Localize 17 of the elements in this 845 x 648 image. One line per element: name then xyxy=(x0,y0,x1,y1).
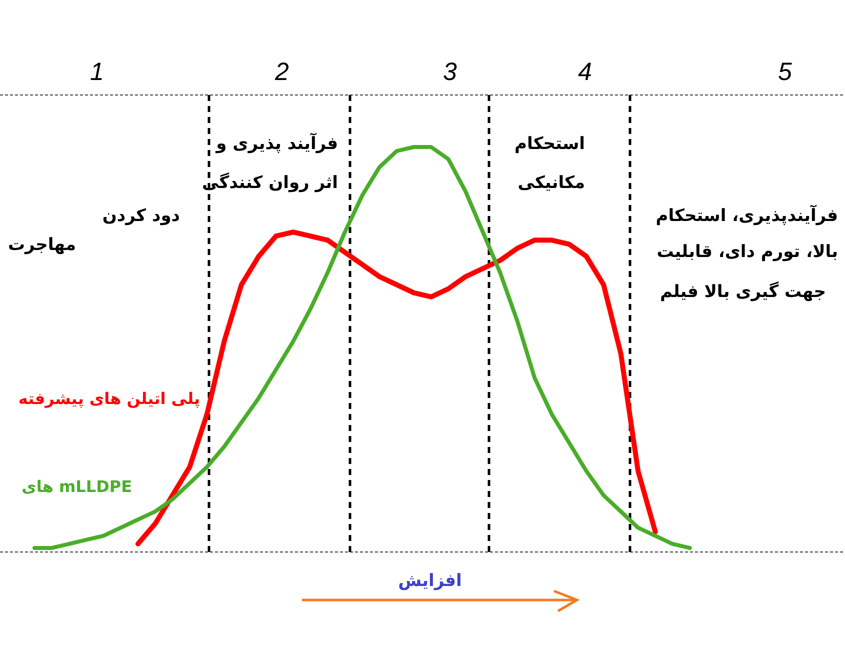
annotation: دود کردن xyxy=(102,206,180,226)
annotation: اثر روان کنندگی xyxy=(202,172,338,193)
annotation: استحکام xyxy=(514,134,585,154)
text: 4 xyxy=(578,58,592,86)
annotation: فرآیند پذیری و xyxy=(215,132,338,154)
annotation: مکانیکی xyxy=(518,173,585,193)
text: افزایش xyxy=(398,571,462,591)
series-label: پلی اتیلن های پیشرفته xyxy=(18,389,200,408)
text: 1 xyxy=(90,58,104,86)
series-label: mLLDPE های xyxy=(22,477,132,496)
annotation: جهت گیری بالا فیلم xyxy=(660,281,826,302)
text: 5 xyxy=(778,58,792,86)
annotation: بالا، تورم دای، قابلیت xyxy=(656,242,838,262)
text: 2 xyxy=(274,58,290,86)
annotation: مهاجرت xyxy=(8,235,76,255)
annotation: فرآیندپذیری، استحکام xyxy=(656,204,838,226)
text: 3 xyxy=(443,58,458,86)
